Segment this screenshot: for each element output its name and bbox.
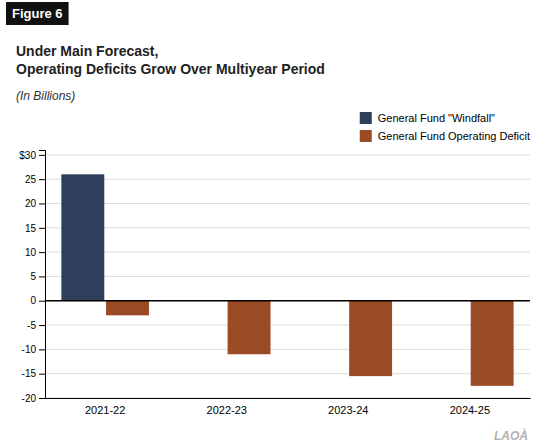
y-tick: -5 [27,320,45,331]
grid-line [45,398,530,399]
legend-label: General Fund Operating Deficit [378,130,530,142]
grid-line [45,276,530,277]
watermark: LAOÀ [494,428,528,443]
y-tick: 20 [25,198,45,209]
y-tick: 25 [25,174,45,185]
bar-series [106,301,514,386]
y-tick-mark [39,276,45,277]
y-tick: -15 [22,368,45,379]
y-tick-mark [39,179,45,180]
grid-line [45,154,530,155]
x-tick-label: 2021-22 [85,404,125,416]
y-tick: 10 [25,247,45,258]
y-tick-label: 20 [25,198,37,209]
y-tick-mark [39,228,45,229]
bar [61,174,104,300]
x-tick: 2022-23 [207,398,247,416]
y-tick-mark [39,398,45,399]
y-tick-label: 0 [30,295,36,306]
y-tick-mark [39,349,45,350]
legend: General Fund "Windfall" General Fund Oper… [360,112,530,142]
figure-label-group: Figure 6 [6,2,69,25]
figure-label-box [6,2,69,25]
bar [106,301,149,316]
x-axis-line [46,398,531,399]
grid-line [45,300,530,301]
legend-label: General Fund "Windfall" [378,112,495,124]
legend-swatch [360,112,372,124]
y-tick-label: $30 [19,150,36,161]
y-tick-mark [39,203,45,204]
y-tick-mark [39,252,45,253]
x-tick: 2021-22 [85,398,125,416]
y-tick-label: -20 [22,393,37,404]
y-axis: -20 -15 -10 -5 0 5 10 15 20 25 $30 [19,150,45,404]
y-tick-label: -5 [27,320,36,331]
x-tick-label: 2024-25 [450,404,490,416]
bar [349,301,392,376]
chart: Figure 6 Under Main Forecast, Operating De… [0,0,550,448]
grid-line [45,325,530,326]
x-axis: 2021-22 2022-23 2023-24 2024-25 [46,398,531,416]
y-tick: 5 [30,271,45,282]
y-tick-label: 10 [25,247,37,258]
y-axis-line [39,151,46,399]
subtitle: (In Billions) [16,89,75,103]
grid-line [45,349,530,350]
x-tick: 2023-24 [328,398,368,416]
legend-item: General Fund "Windfall" [360,112,495,124]
y-tick: -20 [22,393,45,404]
y-tick: 15 [25,223,45,234]
title-line: Under Main Forecast, [16,43,158,59]
grid [45,155,530,398]
y-tick-mark [39,325,45,326]
title-line: Operating Deficits Grow Over Multiyear P… [16,61,325,77]
y-tick-label: 25 [25,174,37,185]
y-tick: $30 [19,150,45,161]
legend-item: General Fund Operating Deficit [360,130,530,142]
title: Under Main Forecast, Operating Deficits G… [16,43,325,77]
grid-line [45,373,530,374]
grid-line [45,227,530,228]
x-tick-label: 2022-23 [207,404,247,416]
legend-swatch [360,130,372,142]
bar [228,301,271,354]
grid-line [45,179,530,180]
zero-line [45,300,530,302]
y-tick-label: 5 [30,271,36,282]
y-tick: 0 [30,295,45,306]
bar [471,301,514,386]
bars [61,174,513,386]
y-tick-label: -10 [22,344,37,355]
x-tick: 2024-25 [450,398,490,416]
grid-line [45,203,530,204]
bar-series [61,174,104,300]
y-tick-label: -15 [22,368,37,379]
y-tick-mark [39,374,45,375]
grid-line [45,252,530,253]
x-tick-label: 2023-24 [328,404,368,416]
figure-label: Figure 6 [12,6,63,21]
y-tick: -10 [22,344,45,355]
y-tick-mark [39,155,45,156]
plot: -20-15-10-50510152025$302021-222022-2320… [19,150,530,416]
y-tick-label: 15 [25,223,37,234]
y-tick-mark [39,301,45,302]
